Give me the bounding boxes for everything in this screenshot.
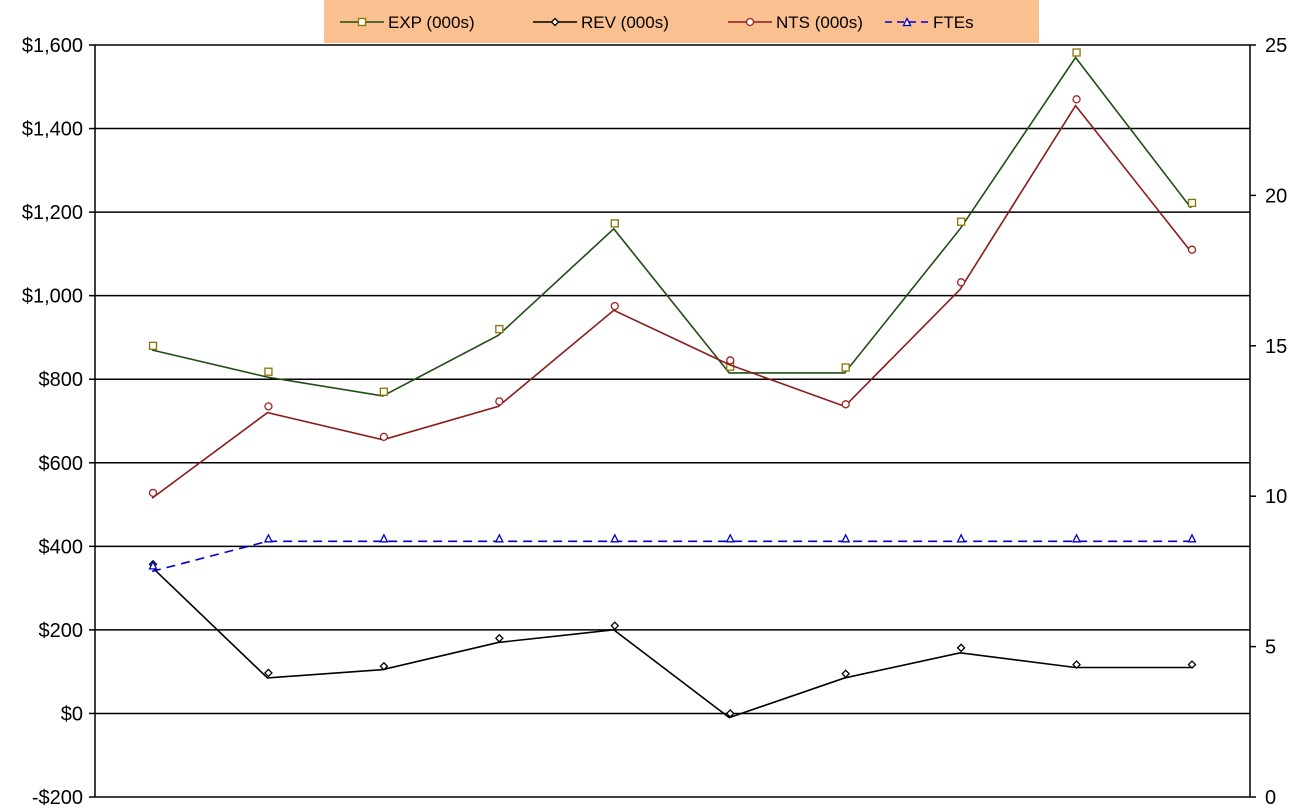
left-tick-label: $0: [61, 703, 83, 725]
series-nts-000s: [148, 95, 1197, 499]
data-point: [1072, 660, 1081, 669]
data-point: [956, 533, 966, 543]
data-point: [1187, 198, 1197, 208]
data-point: [725, 709, 735, 718]
data-point: [379, 387, 389, 396]
data-point: [1072, 95, 1081, 104]
data-point: [1187, 245, 1197, 254]
data-point: [610, 533, 620, 543]
data-point: [495, 397, 504, 406]
data-point: [379, 661, 389, 671]
right-tick-label: 15: [1265, 336, 1287, 358]
right-tick-label: 5: [1265, 637, 1276, 659]
right-tick-label: 25: [1265, 35, 1287, 57]
left-tick-label: $1,000: [22, 286, 83, 308]
data-point: [610, 621, 620, 631]
data-point: [841, 363, 850, 372]
series-line: [151, 566, 1191, 719]
data-point: [725, 533, 735, 543]
series-line: [151, 56, 1192, 397]
left-tick-label: $1,400: [22, 119, 83, 141]
data-point: [148, 488, 158, 498]
series-layer: [148, 48, 1197, 719]
data-point: [726, 356, 735, 365]
series-ftes: [148, 533, 1197, 573]
data-point: [264, 402, 273, 411]
legend-marker: [902, 17, 912, 27]
data-point: [841, 533, 851, 543]
legend: EXP (000s) REV (000s) NTS (000s) FTEs: [324, 0, 1039, 43]
data-point: [148, 560, 158, 570]
data-point: [610, 219, 619, 228]
data-point: [841, 400, 850, 409]
legend-marker: [357, 17, 367, 27]
right-tick-label: 20: [1265, 185, 1287, 207]
axis-layer: -$200 $0 $200 $400 $600 $800 $1,000 $1,200 $1,40…: [22, 35, 1287, 809]
data-point: [379, 533, 389, 543]
data-point: [264, 668, 273, 678]
data-point: [148, 341, 158, 350]
series-line: [151, 104, 1192, 499]
data-point: [264, 367, 273, 376]
legend-marker: [745, 17, 755, 27]
legend-label: REV (000s): [581, 13, 669, 32]
legend-label: FTEs: [933, 13, 974, 32]
legend-label: NTS (000s): [776, 13, 863, 32]
data-point: [1187, 660, 1197, 669]
data-point: [263, 533, 273, 543]
legend-label: EXP (000s): [388, 13, 475, 32]
data-point: [494, 633, 504, 643]
data-point: [1072, 533, 1082, 543]
series-rev-000s: [148, 559, 1197, 719]
grid-layer: [95, 44, 1250, 798]
data-point: [495, 324, 504, 334]
legend-marker: [550, 17, 560, 27]
left-tick-label: $200: [39, 620, 84, 642]
data-point: [956, 278, 966, 287]
series-exp-000s: [148, 48, 1197, 397]
data-point: [610, 301, 619, 311]
data-point: [379, 432, 389, 442]
left-tick-label: $1,200: [22, 202, 83, 224]
left-tick-label: $1,600: [22, 35, 83, 57]
right-tick-label: 0: [1265, 787, 1276, 809]
data-point: [841, 669, 851, 679]
legend-box: [324, 0, 1039, 43]
left-tick-label: $400: [39, 536, 84, 558]
data-point: [494, 533, 504, 543]
data-point: [1187, 533, 1197, 543]
left-tick-label: -$200: [32, 787, 83, 809]
data-point: [1072, 48, 1081, 57]
right-tick-label: 10: [1265, 486, 1287, 508]
left-tick-label: $800: [39, 369, 84, 391]
data-point: [956, 217, 966, 226]
left-tick-label: $600: [39, 453, 84, 475]
data-point: [956, 643, 966, 653]
